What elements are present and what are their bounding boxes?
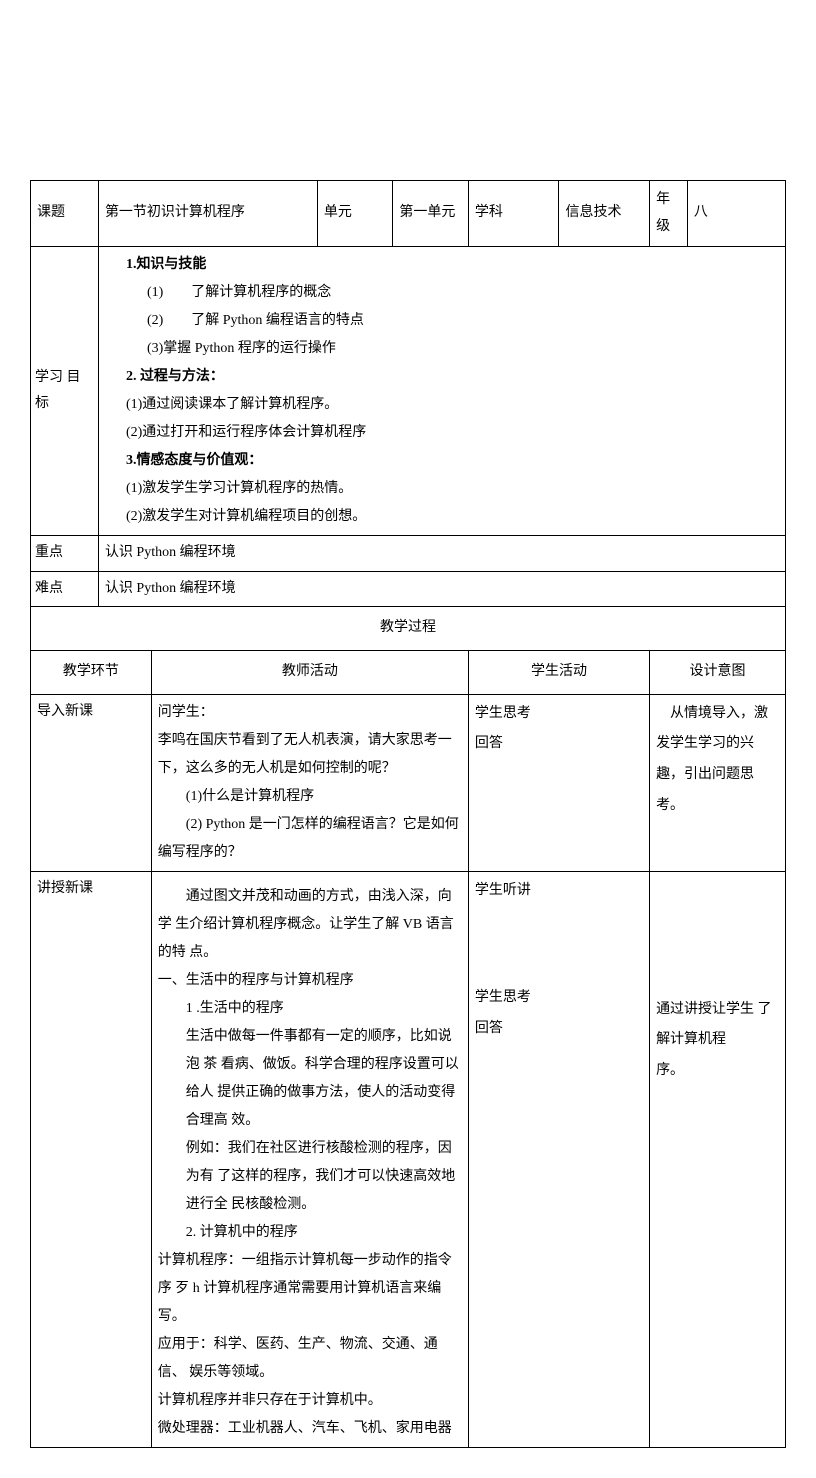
lecture-p6: 计算机程序并非只存在于计算机中。	[158, 1387, 462, 1415]
lecture-p7: 微处理器：工业机器人、汽车、飞机、家用电器	[158, 1415, 462, 1443]
intro-design: 从情境导入，激 发学生学习的兴 趣，引出问题思 考。	[650, 694, 786, 871]
lecture-p4: 计算机程序：一组指示计算机每一步动作的指令序 歹 h 计算机程序通常需要用计算机…	[158, 1247, 462, 1331]
topic-value: 第一节初识计算机程序	[98, 181, 317, 247]
obj-s2-item2: (2)通过打开和运行程序体会计算机程序	[105, 419, 779, 447]
lecture-student-line2: 学生思考	[475, 983, 643, 1014]
obj-s1-item1: (1) 了解计算机程序的概念	[105, 279, 779, 307]
obj-s2-item1: (1)通过阅读课本了解计算机程序。	[105, 391, 779, 419]
header-row: 课题 第一节初识计算机程序 单元 第一单元 学科 信息技术 年级 八	[31, 181, 786, 247]
subject-label: 学科	[468, 181, 559, 247]
intro-teacher-line1: 问学生：	[158, 699, 462, 727]
subject-value: 信息技术	[559, 181, 650, 247]
process-title-row: 教学过程	[31, 607, 786, 651]
col-teacher: 教师活动	[151, 650, 468, 694]
obj-s3-item2: (2)激发学生对计算机编程项目的创想。	[105, 503, 779, 531]
col-student: 学生活动	[468, 650, 649, 694]
lecture-h1-1: 1 .生活中的程序	[158, 995, 462, 1023]
intro-teacher-q2: (2) Python 是一门怎样的编程语言？它是如何 编写程序的？	[158, 811, 462, 867]
intro-teacher-line2: 李鸣在国庆节看到了无人机表演，请大家思考一 下，这么多的无人机是如何控制的呢？	[158, 727, 462, 783]
topic-label: 课题	[31, 181, 99, 247]
unit-value: 第一单元	[393, 181, 469, 247]
lecture-phase: 讲授新课	[31, 871, 152, 1447]
process-columns-row: 教学环节 教师活动 学生活动 设计意图	[31, 650, 786, 694]
obj-s3-title: 3.情感态度与价值观：	[105, 447, 779, 475]
intro-design-text: 从情境导入，激 发学生学习的兴 趣，引出问题思 考。	[656, 699, 779, 822]
lecture-p1: 通过图文并茂和动画的方式，由浅入深，向学 生介绍计算机程序概念。让学生了解 VB…	[158, 883, 462, 967]
lecture-student-line1: 学生听讲	[475, 876, 643, 907]
obj-s3-item1: (1)激发学生学习计算机程序的热情。	[105, 475, 779, 503]
obj-s1-title: 1.知识与技能	[105, 251, 779, 279]
difficulty-row: 难点 认识 Python 编程环境	[31, 571, 786, 607]
intro-teacher: 问学生： 李鸣在国庆节看到了无人机表演，请大家思考一 下，这么多的无人机是如何控…	[151, 694, 468, 871]
difficulty-content: 认识 Python 编程环境	[98, 571, 785, 607]
lecture-design-line2: 序。	[656, 1056, 779, 1087]
difficulty-label: 难点	[31, 571, 99, 607]
lecture-student: 学生听讲 学生思考 回答	[468, 871, 649, 1447]
lecture-h1-2: 2. 计算机中的程序	[158, 1219, 462, 1247]
lecture-design-line1: 通过讲授让学生 了解计算机程	[656, 995, 779, 1057]
obj-s1-item2: (2) 了解 Python 编程语言的特点	[105, 307, 779, 335]
grade-label: 年级	[650, 181, 688, 247]
lesson-plan-table: 课题 第一节初识计算机程序 单元 第一单元 学科 信息技术 年级 八 学习 目标…	[30, 180, 786, 1448]
col-phase: 教学环节	[31, 650, 152, 694]
process-title: 教学过程	[31, 607, 786, 651]
objectives-label: 学习 目标	[31, 247, 99, 536]
intro-student: 学生思考 回答	[468, 694, 649, 871]
lecture-p3: 例如：我们在社区进行核酸检测的程序，因为有 了这样的程序，我们才可以快速高效地进…	[158, 1135, 462, 1219]
intro-student-line2: 回答	[475, 729, 643, 760]
keypoint-label: 重点	[31, 536, 99, 572]
obj-s1-item3: (3)掌握 Python 程序的运行操作	[105, 335, 779, 363]
spacer3	[656, 876, 779, 995]
keypoint-row: 重点 认识 Python 编程环境	[31, 536, 786, 572]
spacer	[158, 876, 462, 883]
col-design: 设计意图	[650, 650, 786, 694]
lecture-p2: 生活中做每一件事都有一定的顺序，比如说泡 茶 看病、做饭。科学合理的程序设置可以…	[158, 1023, 462, 1135]
obj-s2-title: 2. 过程与方法：	[105, 363, 779, 391]
lecture-design: 通过讲授让学生 了解计算机程 序。	[650, 871, 786, 1447]
intro-row: 导入新课 问学生： 李鸣在国庆节看到了无人机表演，请大家思考一 下，这么多的无人…	[31, 694, 786, 871]
intro-teacher-q1: (1)什么是计算机程序	[158, 783, 462, 811]
keypoint-content: 认识 Python 编程环境	[98, 536, 785, 572]
spacer2	[475, 906, 643, 983]
intro-student-line1: 学生思考	[475, 699, 643, 730]
lecture-p5: 应用于：科学、医药、生产、物流、交通、通信、 娱乐等领域。	[158, 1331, 462, 1387]
lecture-row: 讲授新课 通过图文并茂和动画的方式，由浅入深，向学 生介绍计算机程序概念。让学生…	[31, 871, 786, 1447]
unit-label: 单元	[317, 181, 393, 247]
lecture-teacher: 通过图文并茂和动画的方式，由浅入深，向学 生介绍计算机程序概念。让学生了解 VB…	[151, 871, 468, 1447]
intro-phase: 导入新课	[31, 694, 152, 871]
lecture-student-line3: 回答	[475, 1014, 643, 1045]
lecture-h1: 一、生活中的程序与计算机程序	[158, 967, 462, 995]
grade-value: 八	[687, 181, 785, 247]
objectives-row: 学习 目标 1.知识与技能 (1) 了解计算机程序的概念 (2) 了解 Pyth…	[31, 247, 786, 536]
objectives-content: 1.知识与技能 (1) 了解计算机程序的概念 (2) 了解 Python 编程语…	[98, 247, 785, 536]
